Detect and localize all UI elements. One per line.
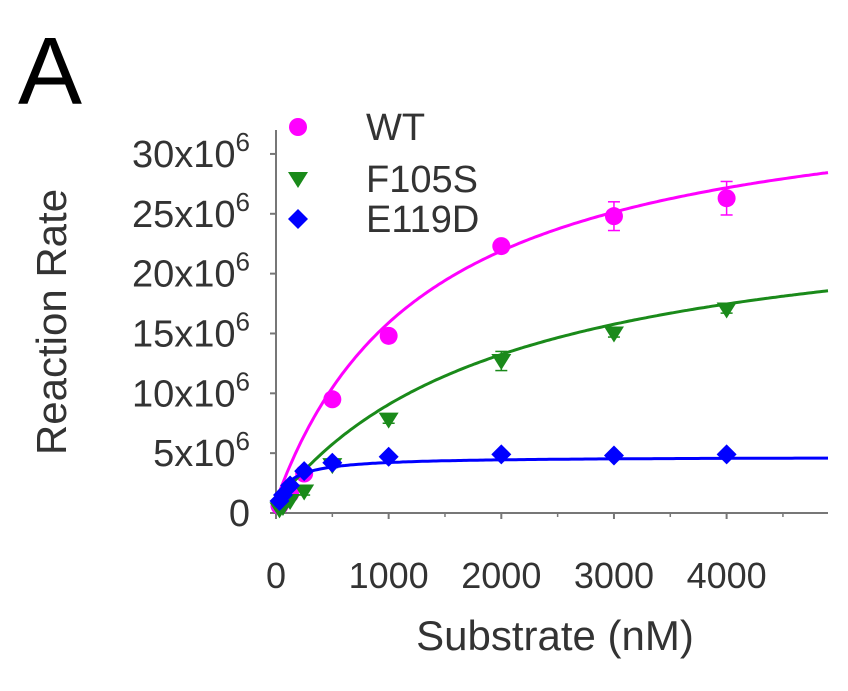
panel-label: A [18,18,82,125]
data-point [378,412,399,429]
x-tick-label: 2000 [461,555,541,596]
data-point [716,302,737,319]
data-point [716,444,737,465]
legend-marker [289,118,307,136]
x-tick-label: 1000 [349,555,429,596]
data-point [280,475,301,496]
fit-curve [274,289,829,505]
data-point [294,484,315,501]
y-axis-label: Reaction Rate [28,189,75,455]
data-point [294,461,315,482]
legend-label: WT [366,107,425,149]
data-point [491,444,512,465]
data-point [322,452,343,473]
y-tick-label: 15x106 [132,306,250,355]
legend-marker [288,172,308,188]
data-point [603,326,624,343]
data-point [378,446,399,467]
fit-curve [274,456,828,502]
y-tick-label: 30x106 [132,127,250,176]
legend-label: E119D [366,199,479,241]
y-tick-label: 10x106 [132,366,250,415]
series-f105s [269,289,829,519]
data-point [604,207,623,226]
fit-curve [274,171,829,502]
x-tick-label: 3000 [574,555,654,596]
y-tick-label: 5x106 [153,426,250,475]
data-point [717,189,736,208]
y-tick-label: 20x106 [132,247,250,296]
y-tick-label: 25x106 [132,187,250,236]
x-tick-label: 0 [266,555,286,596]
x-axis-label: Substrate (nM) [416,612,694,659]
legend-label: F105S [366,159,478,201]
legend-marker [288,209,308,229]
series-e119d [269,444,828,512]
data-point [603,445,624,466]
data-point [323,390,342,409]
y-tick-label: 0 [229,493,250,535]
data-point [492,237,511,256]
data-point [379,326,398,345]
data-point [491,353,512,370]
plot-area: 0 1000 2000 3000 4000 0 5x106 10x106 15x106 20x10… [132,127,829,596]
x-tick-label: 4000 [687,555,767,596]
